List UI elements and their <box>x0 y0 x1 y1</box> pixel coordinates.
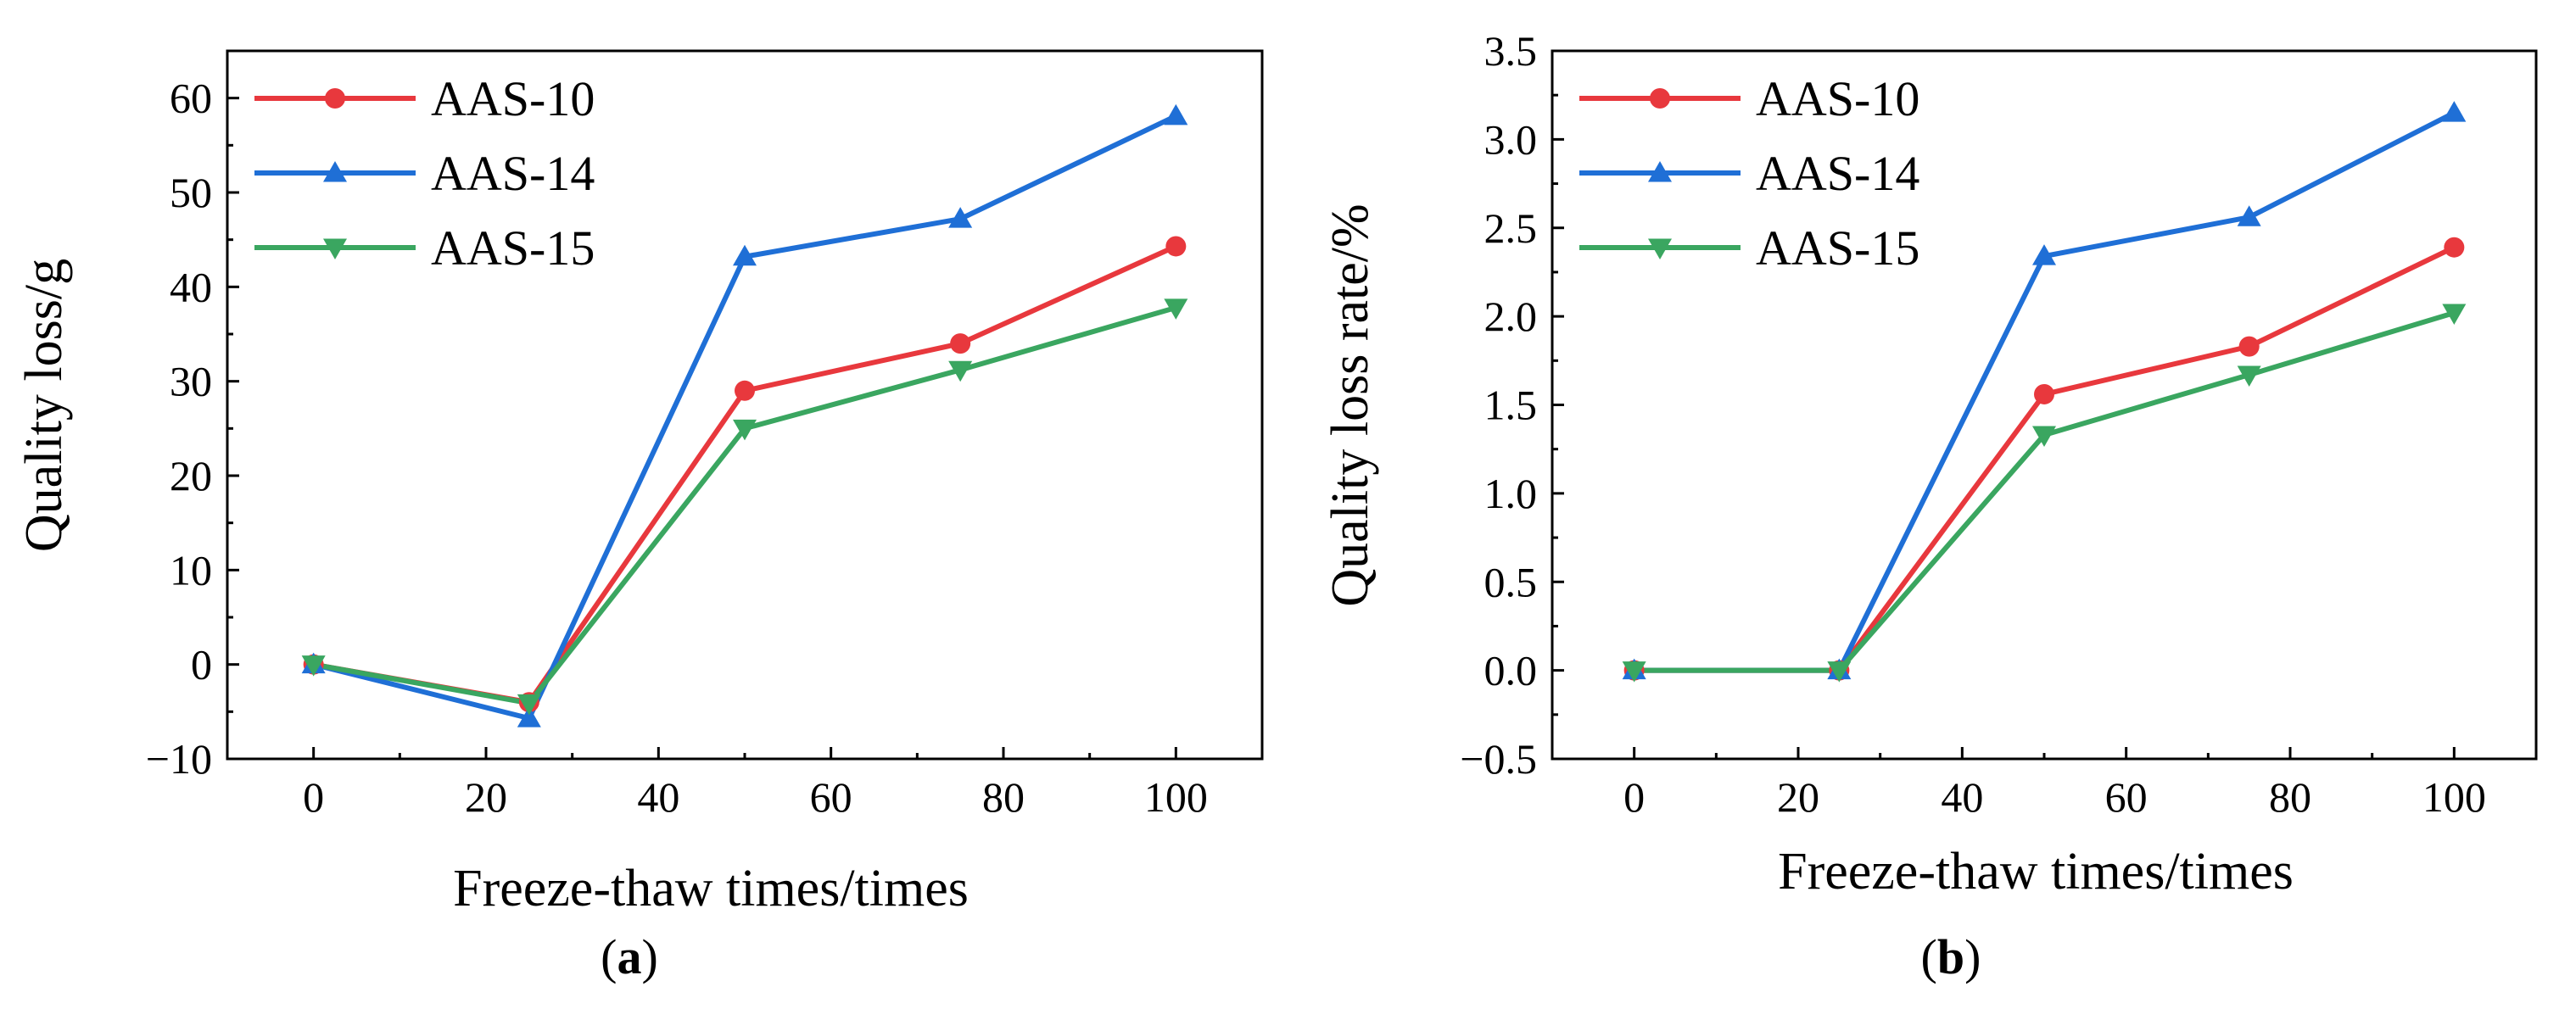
x-tick-label-a: 40 <box>637 773 679 821</box>
caption-open-a: ( <box>601 929 617 984</box>
data-point-aas-15 <box>301 655 326 677</box>
legend-label-aas-15: AAS-15 <box>1756 220 1919 276</box>
series-markers-a <box>301 103 1188 727</box>
data-point-aas-14 <box>948 207 973 228</box>
data-point-aas-14 <box>2237 205 2261 226</box>
y-axis-title-a: Quality loss/g <box>15 259 73 552</box>
legend-marker-aas-15 <box>323 238 347 259</box>
legend-label-aas-10: AAS-10 <box>1756 71 1919 126</box>
series-line-aas-10 <box>313 243 1177 705</box>
legend-marker-aas-10 <box>325 88 345 109</box>
data-point-aas-10 <box>2034 383 2054 404</box>
legend-marker-aas-14 <box>1648 161 1672 182</box>
caption-close-b: ) <box>1964 929 1981 984</box>
y-tick-label-a: 20 <box>170 452 212 499</box>
x-tick-label-b: 100 <box>2422 773 2486 821</box>
data-point-aas-10 <box>1165 236 1187 257</box>
caption-letter-a: a <box>617 929 642 984</box>
chart-panel-b: 0 20 40 60 80 100 −0.5 0.0 0.5 1.0 1.5 2.0 2.5 3.0 3.… <box>1322 27 2538 984</box>
x-tick-label-b: 0 <box>1623 773 1645 821</box>
y-tick-label-a: 50 <box>170 169 212 216</box>
series-line-aas-10 <box>1634 245 2456 673</box>
y-tick-labels-a: −10 0 10 20 30 40 50 60 <box>146 75 212 783</box>
y-tick-label-b: 0.5 <box>1484 558 1538 605</box>
legend-marker-aas-10 <box>1650 88 1670 109</box>
x-tick-label-a: 80 <box>982 773 1025 821</box>
y-tick-label-b: −0.5 <box>1460 735 1537 783</box>
y-tick-label-b: 2.5 <box>1484 204 1538 252</box>
plot-frame-a <box>226 49 1264 761</box>
x-tick-labels-b: 0 20 40 60 80 100 <box>1623 773 2486 821</box>
data-point-aas-14 <box>733 244 757 266</box>
caption-open-b: ( <box>1921 929 1937 984</box>
caption-close-a: ) <box>642 929 658 984</box>
data-point-aas-15 <box>2442 304 2467 325</box>
y-tick-label-b: 1.0 <box>1484 470 1538 517</box>
data-point-aas-15 <box>1622 661 1646 683</box>
panel-caption-b: (b) <box>1921 929 1981 984</box>
data-point-aas-15 <box>733 419 757 441</box>
legend-label-aas-10: AAS-10 <box>431 71 595 126</box>
data-point-aas-15 <box>2237 365 2261 387</box>
y-tick-label-b: 0.0 <box>1484 647 1538 694</box>
x-axis-title-a: Freeze-thaw times/times <box>453 860 969 917</box>
legend-a: AAS-10 AAS-14 AAS-15 <box>254 71 595 276</box>
x-tick-label-a: 0 <box>303 773 324 821</box>
data-point-aas-14 <box>2032 244 2056 265</box>
series-line-aas-15 <box>1634 310 2456 673</box>
x-tick-label-a: 20 <box>465 773 507 821</box>
series-lines-a <box>312 114 1177 722</box>
series-line-aas-15 <box>313 304 1177 706</box>
y-tick-labels-b: −0.5 0.0 0.5 1.0 1.5 2.0 2.5 3.0 3.5 <box>1460 27 1537 783</box>
data-point-aas-10 <box>735 380 755 401</box>
caption-letter-b: b <box>1937 929 1964 984</box>
data-point-aas-10 <box>2238 336 2260 357</box>
x-tick-label-a: 60 <box>810 773 852 821</box>
x-tick-label-b: 40 <box>1941 773 1983 821</box>
x-tick-label-b: 20 <box>1777 773 1819 821</box>
y-tick-label-b: 2.0 <box>1484 293 1538 340</box>
data-point-aas-15 <box>1827 661 1852 683</box>
legend-marker-aas-14 <box>323 161 347 182</box>
legend-label-aas-14: AAS-14 <box>431 146 595 201</box>
panel-caption-a: (a) <box>601 929 658 984</box>
legend-b: AAS-10 AAS-14 AAS-15 <box>1579 71 1919 276</box>
data-point-aas-15 <box>517 694 541 716</box>
data-point-aas-15 <box>1164 298 1188 320</box>
y-tick-label-a: 40 <box>170 263 212 310</box>
plot-frame-b <box>1551 49 2538 761</box>
y-tick-label-a: 30 <box>170 358 212 405</box>
y-tick-label-a: 10 <box>170 546 212 594</box>
x-tick-labels-a: 0 20 40 60 80 100 <box>303 773 1208 821</box>
data-point-aas-10 <box>950 333 971 354</box>
legend-label-aas-15: AAS-15 <box>431 220 595 276</box>
data-point-aas-14 <box>2442 101 2467 122</box>
y-tick-label-a: 60 <box>170 75 212 122</box>
axis-ticks-a <box>227 97 1177 761</box>
axis-ticks-b <box>1552 49 2456 761</box>
y-tick-label-a: 0 <box>191 641 212 688</box>
data-point-aas-15 <box>2032 426 2056 447</box>
data-point-aas-10 <box>2444 237 2465 258</box>
x-axis-title-b: Freeze-thaw times/times <box>1778 843 2294 900</box>
data-point-aas-15 <box>948 360 973 382</box>
y-tick-label-a: −10 <box>146 735 212 783</box>
x-tick-label-a: 100 <box>1144 773 1208 821</box>
y-tick-label-b: 1.5 <box>1484 382 1538 429</box>
y-axis-title-b: Quality loss rate/% <box>1322 203 1379 606</box>
data-point-aas-14 <box>1164 103 1188 125</box>
series-markers-b <box>1622 101 2467 683</box>
y-tick-label-b: 3.5 <box>1484 27 1538 75</box>
x-tick-label-b: 60 <box>2105 773 2148 821</box>
legend-label-aas-14: AAS-14 <box>1756 146 1919 201</box>
legend-marker-aas-15 <box>1648 238 1672 259</box>
x-tick-label-b: 80 <box>2269 773 2311 821</box>
y-tick-label-b: 3.0 <box>1484 115 1538 163</box>
data-point-aas-14 <box>517 706 541 727</box>
series-line-aas-14 <box>312 114 1177 722</box>
